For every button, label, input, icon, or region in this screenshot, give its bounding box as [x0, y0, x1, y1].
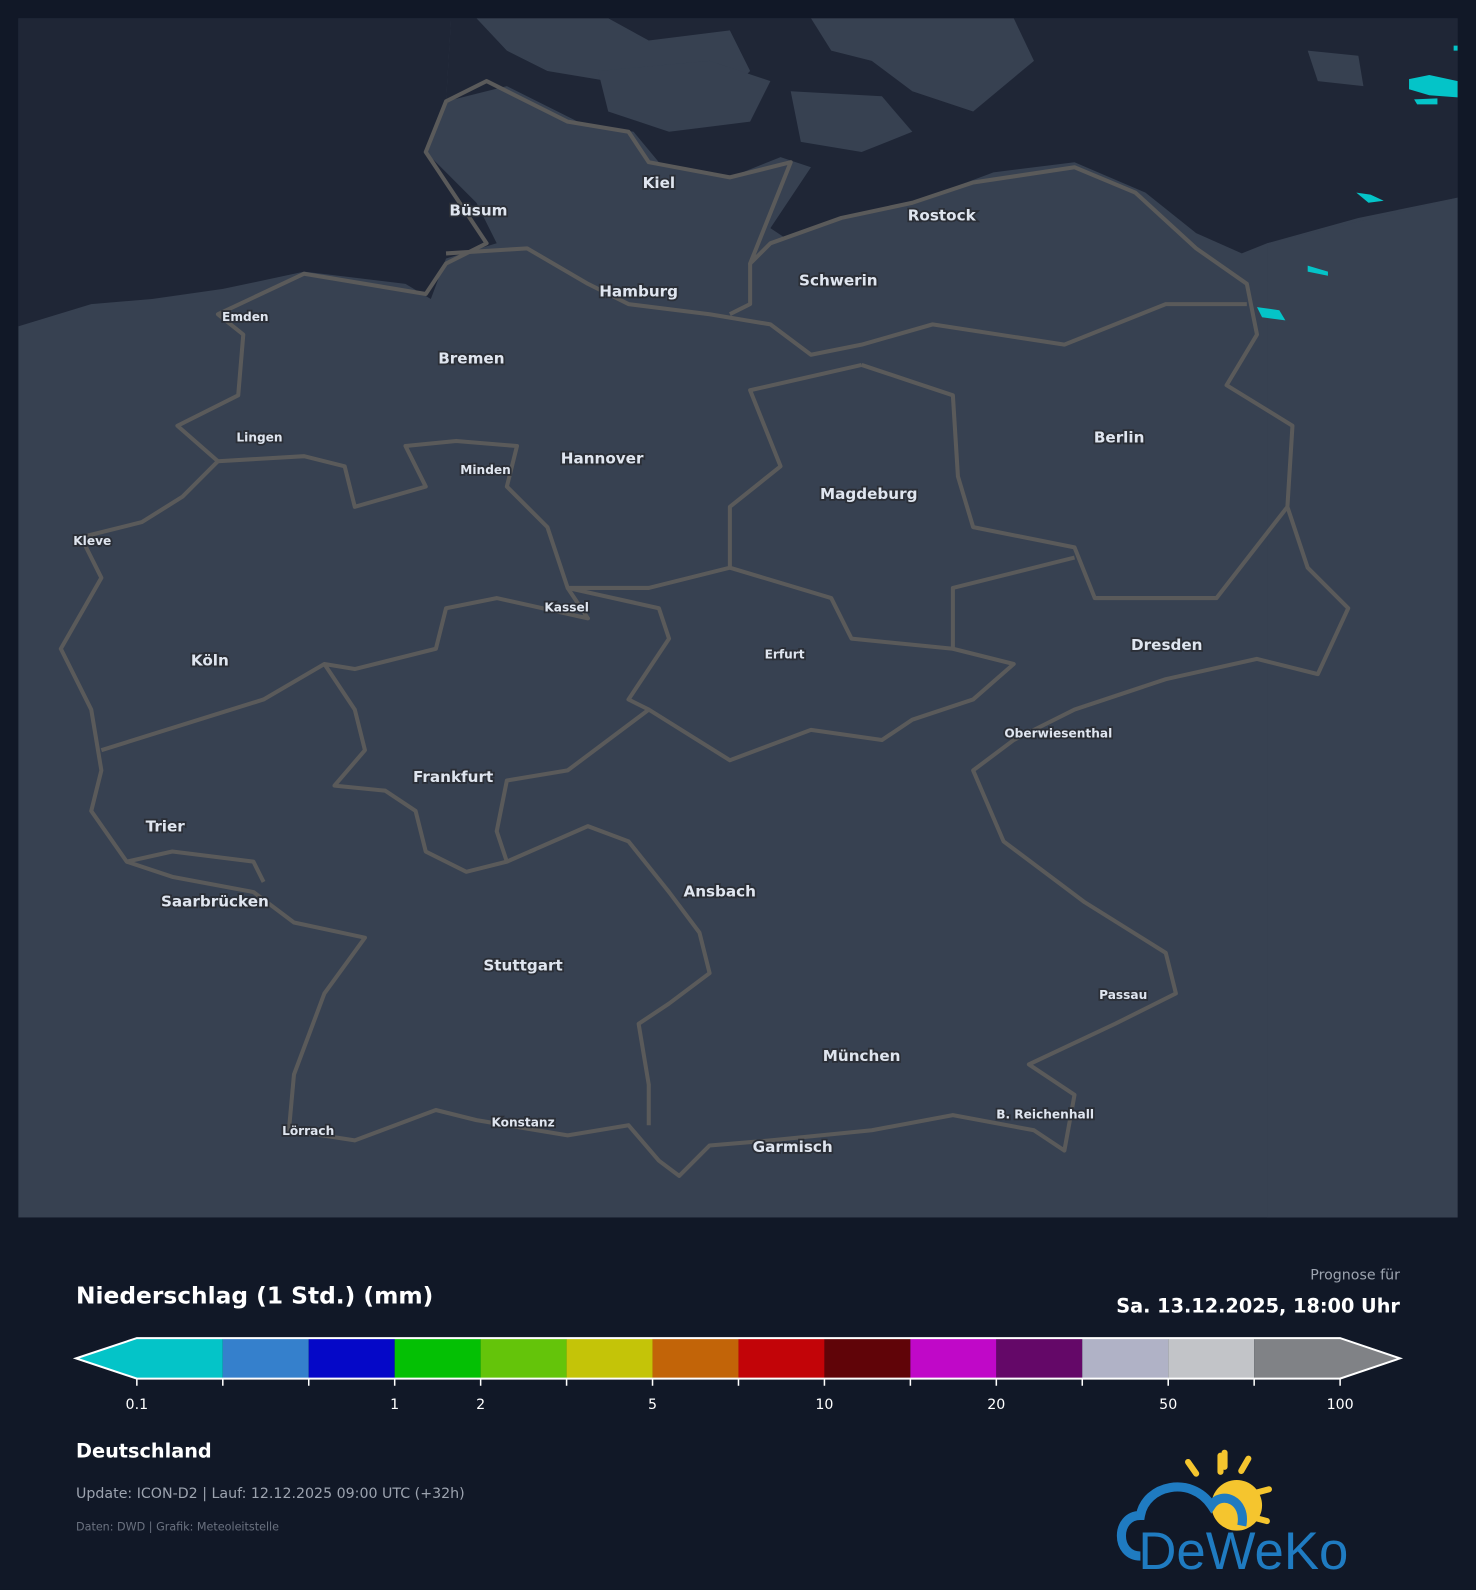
- colorbar-tick-label: 2: [476, 1397, 485, 1413]
- colorbar-segment: [996, 1338, 1083, 1379]
- city-label: Konstanz: [491, 1116, 554, 1130]
- colorbar-tick-label: 50: [1159, 1397, 1177, 1413]
- city-label: Garmisch: [753, 1138, 833, 1156]
- city-label: Köln: [191, 651, 229, 669]
- colorbar-segment: [480, 1338, 567, 1379]
- data-credit: Daten: DWD | Grafik: Meteoleitstelle: [76, 1520, 280, 1534]
- colorbar: 0.1 1 2 5 10 20 50 100: [72, 1337, 1404, 1413]
- city-label: Trier: [146, 818, 186, 836]
- colorbar-segment: [308, 1338, 395, 1379]
- colorbar-segment: [394, 1338, 481, 1379]
- city-label: Ansbach: [683, 883, 756, 901]
- city-label: Passau: [1099, 988, 1147, 1002]
- region-name: Deutschland: [76, 1440, 212, 1463]
- city-label: Lingen: [236, 430, 282, 444]
- north-sea: [18, 18, 497, 327]
- city-label: Rostock: [908, 206, 977, 224]
- city-label: Kleve: [73, 534, 111, 548]
- colorbar-segment: [738, 1338, 825, 1379]
- islands: [476, 18, 1458, 1218]
- update-info: Update: ICON-D2 | Lauf: 12.12.2025 09:00…: [76, 1486, 465, 1503]
- city-label: Emden: [222, 310, 269, 324]
- city-label: Büsum: [449, 201, 507, 219]
- city-label: Lörrach: [282, 1124, 334, 1138]
- colorbar-segment: [824, 1338, 911, 1379]
- colorbar-segment: [1082, 1338, 1169, 1379]
- colorbar-tick-label: 100: [1327, 1397, 1354, 1413]
- colorbar-tick-label: 0.1: [126, 1397, 149, 1413]
- city-label: Erfurt: [765, 647, 805, 661]
- colorbar-tick-label: 20: [987, 1397, 1005, 1413]
- city-label: Kiel: [643, 174, 675, 192]
- city-label: Oberwiesenthal: [1004, 726, 1112, 740]
- city-label: Schwerin: [799, 271, 878, 289]
- forecast-date: Sa. 13.12.2025, 18:00 Uhr: [1116, 1295, 1400, 1318]
- city-label: B. Reichenhall: [996, 1108, 1094, 1122]
- colorbar-tick-label: 10: [815, 1397, 833, 1413]
- city-label: Magdeburg: [820, 485, 917, 503]
- logo-text: DeWeKo: [1138, 1522, 1348, 1581]
- city-labels: Kiel Büsum Rostock Schwerin Hamburg Emde…: [71, 172, 1204, 1158]
- colorbar-segment: [1168, 1338, 1255, 1379]
- city-label: Bremen: [438, 349, 504, 367]
- city-label: Stuttgart: [483, 957, 562, 975]
- colorbar-segment: [566, 1338, 653, 1379]
- city-label: München: [823, 1047, 901, 1065]
- city-label: Dresden: [1131, 636, 1202, 654]
- colorbar-segment: [1254, 1338, 1400, 1379]
- city-label: Berlin: [1094, 428, 1145, 446]
- colorbar-tick-label: 1: [390, 1397, 399, 1413]
- city-label: Hannover: [561, 450, 644, 468]
- colorbar-segment: [910, 1338, 997, 1379]
- legend-title: Niederschlag (1 Std.) (mm): [76, 1283, 434, 1310]
- precipitation-cells: [1256, 45, 1458, 321]
- colorbar-segment: [222, 1338, 309, 1379]
- forecast-label: Prognose für: [1310, 1267, 1400, 1284]
- city-label: Saarbrücken: [161, 893, 269, 911]
- city-label: Minden: [460, 463, 511, 477]
- colorbar-segment: [76, 1338, 223, 1379]
- city-label: Hamburg: [599, 282, 678, 300]
- deweko-logo: DeWeKo: [1116, 1449, 1348, 1581]
- colorbar-tick-label: 5: [648, 1397, 657, 1413]
- city-label: Frankfurt: [413, 768, 493, 786]
- city-label: Kassel: [544, 601, 589, 615]
- colorbar-segment: [652, 1338, 739, 1379]
- precipitation-map[interactable]: Kiel Büsum Rostock Schwerin Hamburg Emde…: [18, 18, 1458, 1218]
- borders: [58, 79, 1351, 1178]
- cloud-icon: [1116, 1482, 1247, 1561]
